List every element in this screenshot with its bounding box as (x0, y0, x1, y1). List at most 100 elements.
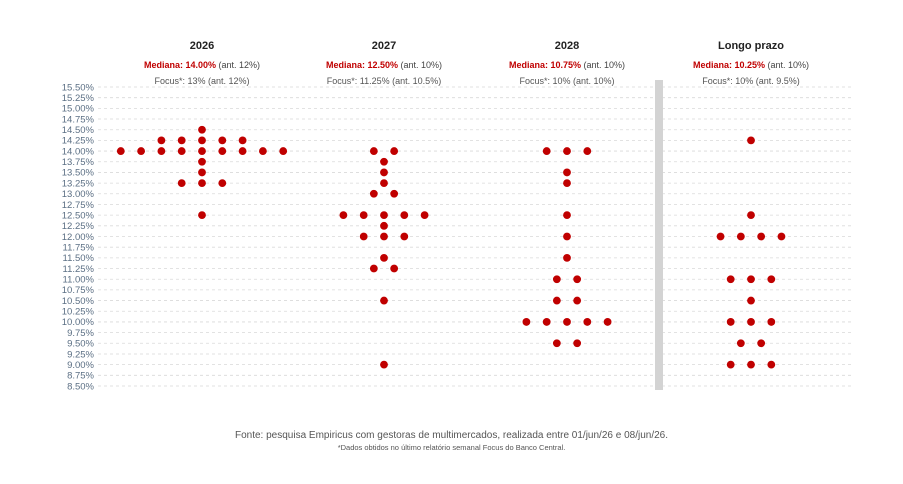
median-longo-prazo: Mediana: 10.25% (ant. 10%) (693, 60, 809, 70)
dot-2028 (563, 318, 571, 326)
y-tick-label: 15.00% (62, 104, 95, 115)
dot-2026 (198, 147, 206, 155)
dot-2028 (563, 179, 571, 188)
dot-2028 (563, 253, 571, 262)
dot-2027 (339, 211, 348, 220)
y-tick-label: 13.75% (62, 157, 95, 168)
dot-longo-prazo (757, 339, 766, 348)
dot-2026 (218, 136, 227, 145)
dot-longo-prazo (767, 275, 776, 284)
median-previous: (ant. 10%) (398, 60, 442, 70)
panel-title-2027: 2027 (372, 40, 396, 52)
y-tick-label: 10.00% (62, 317, 95, 328)
dot-2026 (177, 179, 186, 188)
dot-longo-prazo (726, 275, 735, 284)
dot-2027 (380, 221, 388, 230)
dot-2027 (380, 168, 388, 177)
dot-2027 (359, 211, 368, 220)
dot-longo-prazo (767, 360, 776, 369)
y-tick-label: 12.75% (62, 200, 95, 211)
dot-2028 (563, 232, 571, 241)
dot-2027 (390, 147, 399, 155)
dot-longo-prazo (726, 318, 735, 326)
source-note: Fonte: pesquisa Empiricus com gestoras d… (234, 430, 668, 441)
dot-2026 (177, 147, 186, 155)
dot-longo-prazo (777, 232, 786, 241)
y-tick-label: 11.50% (62, 253, 94, 264)
median-value: Mediana: 12.50% (326, 60, 398, 70)
y-tick-label: 8.75% (67, 371, 94, 382)
dot-2026 (137, 147, 146, 155)
y-tick-label: 15.25% (62, 93, 95, 104)
dot-2026 (157, 147, 166, 155)
y-tick-label: 11.25% (62, 264, 94, 275)
dot-2027 (380, 179, 388, 188)
y-tick-label: 12.25% (62, 221, 95, 232)
median-previous: (ant. 10%) (765, 60, 809, 70)
dot-2027 (359, 232, 368, 241)
dot-2028 (603, 318, 612, 326)
median-value: Mediana: 14.00% (144, 60, 216, 70)
median-2027: Mediana: 12.50% (ant. 10%) (326, 60, 442, 70)
dot-2028 (573, 339, 582, 348)
dot-longo-prazo (736, 232, 745, 241)
dot-2027 (369, 264, 378, 273)
dot-2028 (573, 275, 582, 284)
dot-2026 (198, 211, 206, 220)
median-2026: Mediana: 14.00% (ant. 12%) (144, 60, 260, 70)
dot-longo-prazo (747, 296, 755, 305)
dot-2027 (380, 253, 388, 262)
dot-2026 (198, 168, 206, 177)
focus-2027: Focus*: 11.25% (ant. 10.5%) (327, 76, 441, 86)
focus-longo-prazo: Focus*: 10% (ant. 9.5%) (702, 76, 800, 86)
median-2028: Mediana: 10.75% (ant. 10%) (509, 60, 625, 70)
dot-2026 (238, 136, 247, 145)
median-value: Mediana: 10.75% (509, 60, 581, 70)
dot-2027 (390, 189, 399, 198)
dot-2026 (198, 179, 206, 188)
dot-2028 (542, 318, 551, 326)
y-tick-label: 12.00% (62, 232, 95, 243)
dot-2028 (552, 275, 561, 284)
y-tick-label: 15.50% (62, 82, 95, 93)
dot-2027 (380, 296, 388, 305)
dot-2027 (369, 189, 378, 198)
dot-longo-prazo (747, 360, 755, 369)
dot-2027 (380, 157, 388, 166)
dot-2028 (563, 211, 571, 220)
dot-longo-prazo (767, 318, 776, 326)
dot-2026 (218, 179, 227, 188)
dot-2028 (583, 147, 592, 155)
median-previous: (ant. 10%) (581, 60, 625, 70)
median-value: Mediana: 10.25% (693, 60, 765, 70)
y-tick-label: 10.25% (62, 307, 95, 318)
dot-longo-prazo (747, 211, 755, 220)
y-tick-label: 11.75% (62, 242, 94, 253)
dot-2028 (552, 296, 561, 305)
dot-2028 (583, 318, 592, 326)
y-tick-label: 9.75% (67, 328, 94, 339)
dot-2027 (400, 232, 409, 241)
dot-2026 (218, 147, 227, 155)
y-tick-label: 12.50% (62, 210, 95, 221)
y-tick-label: 10.50% (62, 296, 95, 307)
y-tick-label: 14.00% (62, 146, 95, 157)
dot-2026 (116, 147, 125, 155)
dot-2028 (563, 168, 571, 177)
dot-longo-prazo (747, 136, 755, 145)
panel-title-2028: 2028 (555, 40, 579, 52)
dot-2026 (198, 136, 206, 145)
dot-2027 (380, 360, 388, 369)
dot-longo-prazo (726, 360, 735, 369)
y-tick-label: 9.00% (67, 360, 94, 371)
dot-longo-prazo (736, 339, 745, 348)
median-previous: (ant. 12%) (216, 60, 260, 70)
y-tick-label: 14.50% (62, 125, 95, 136)
y-tick-label: 10.75% (62, 285, 95, 296)
dot-2027 (420, 211, 429, 220)
dot-2028 (542, 147, 551, 155)
focus-2026: Focus*: 13% (ant. 12%) (154, 76, 249, 86)
panel-title-longo-prazo: Longo prazo (718, 40, 784, 52)
dot-2028 (573, 296, 582, 305)
y-tick-label: 9.25% (67, 349, 94, 360)
